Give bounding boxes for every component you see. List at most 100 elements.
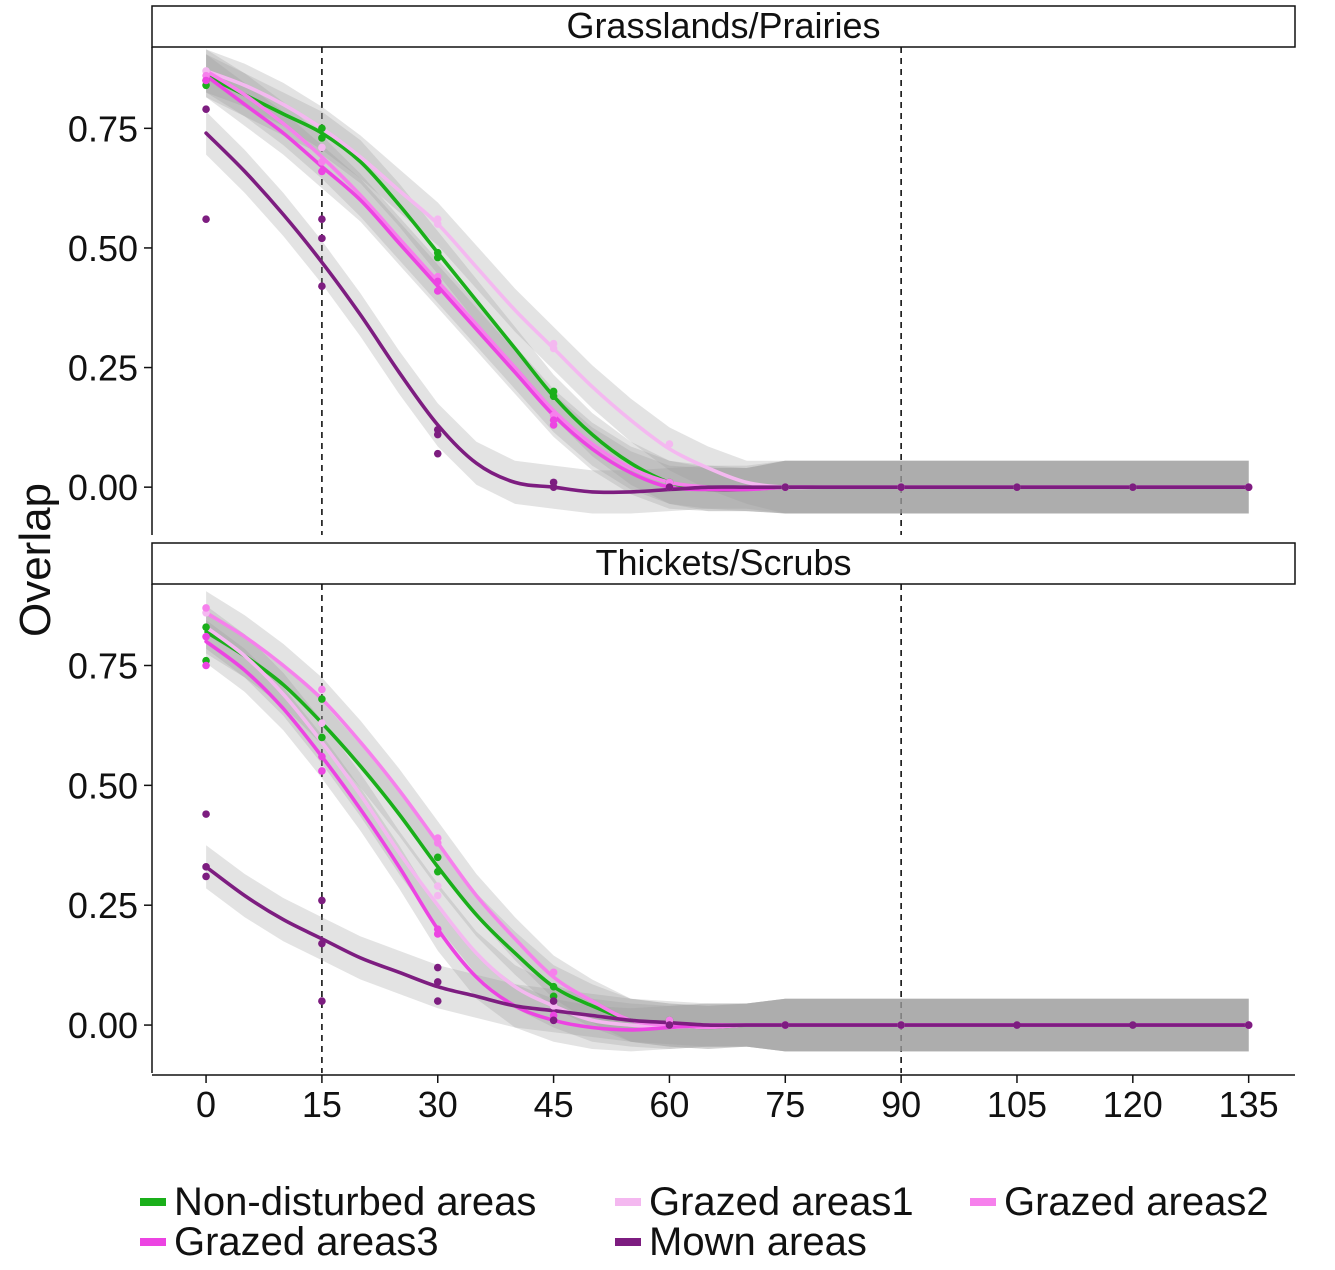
legend-key-mown — [615, 1238, 641, 1246]
data-point — [549, 982, 558, 991]
data-point — [433, 277, 442, 286]
legend-key-grazed-2 — [970, 1198, 996, 1206]
series-line — [204, 69, 1251, 492]
confidence-band — [206, 620, 1249, 1052]
confidence-band — [206, 111, 1249, 514]
data-point — [433, 287, 442, 295]
data-point — [781, 1021, 790, 1029]
data-point — [433, 220, 442, 228]
y-tick-label: 0.25 — [68, 348, 138, 389]
confidence-band — [206, 49, 1249, 514]
data-point — [318, 685, 326, 694]
legend-label: Grazed areas3 — [174, 1220, 439, 1264]
legend-label: Grazed areas1 — [649, 1180, 914, 1224]
legend-item-grazed-1: Grazed areas1 — [615, 1180, 914, 1224]
data-point — [433, 867, 442, 876]
y-tick-label: 0.50 — [68, 765, 138, 806]
data-point — [318, 124, 326, 133]
data-point — [665, 483, 674, 491]
series-line — [204, 131, 1251, 495]
data-point — [202, 76, 210, 85]
data-point — [318, 939, 326, 948]
legend-item-grazed-2: Grazed areas2 — [970, 1180, 1269, 1224]
panel-title: Grasslands/Prairies — [566, 5, 880, 46]
data-point — [202, 661, 210, 670]
data-point — [202, 632, 210, 641]
data-point — [897, 1021, 905, 1029]
x-tick-label: 15 — [302, 1084, 342, 1125]
data-point — [318, 234, 326, 243]
panel-strip — [151, 542, 1296, 585]
data-point — [433, 248, 442, 257]
data-point — [1244, 1021, 1253, 1029]
legend-key-grazed-1 — [615, 1198, 641, 1206]
data-point — [433, 853, 442, 862]
x-tick-label: 30 — [418, 1084, 458, 1125]
data-point — [549, 387, 558, 396]
y-axis-label: Overlap — [11, 483, 60, 637]
data-point — [665, 1021, 674, 1029]
x-tick-label: 0 — [196, 1084, 216, 1125]
x-axis: 0 15 30 45 60 75 90 105 120 135 — [152, 1074, 1295, 1125]
data-point — [202, 604, 210, 612]
panel-1: Thickets/Scrubs 0.00 0.25 0.50 0.75 — [68, 542, 1296, 1073]
data-point — [318, 143, 326, 152]
data-point — [318, 767, 326, 775]
data-point — [433, 997, 442, 1005]
data-point — [318, 215, 326, 224]
legend-label: Non-disturbed areas — [174, 1180, 537, 1224]
data-point — [318, 752, 326, 761]
legend-item-non-disturbed: Non-disturbed areas — [140, 1180, 536, 1224]
data-point — [318, 158, 326, 166]
series-line — [204, 69, 1251, 490]
x-tick-label: 45 — [534, 1084, 574, 1125]
data-point — [549, 344, 558, 353]
chart-panels: Grasslands/Prairies0.000.250.500.75Thick… — [68, 5, 1296, 1073]
data-point — [1013, 483, 1021, 491]
legend-key-non-disturbed — [140, 1198, 166, 1206]
series-line — [204, 865, 1251, 1028]
data-point — [665, 440, 674, 448]
legend-label: Grazed areas2 — [1004, 1180, 1269, 1224]
data-point — [202, 105, 210, 113]
data-point — [202, 872, 210, 881]
panel-strip — [151, 5, 1296, 48]
y-tick-label: 0.75 — [68, 646, 138, 687]
legend-label: Mown areas — [649, 1220, 867, 1264]
panel-title: Thickets/Scrubs — [595, 542, 851, 583]
legend-item-mown: Mown areas — [615, 1220, 867, 1264]
data-point — [549, 968, 558, 977]
x-tick-label: 105 — [987, 1084, 1047, 1125]
panel-0: Grasslands/Prairies 0.00 0.25 0.50 0.75 — [68, 5, 1296, 535]
confidence-band — [206, 591, 1249, 1052]
data-point — [433, 449, 442, 458]
data-point — [318, 997, 326, 1005]
legend-item-grazed-3: Grazed areas3 — [140, 1220, 439, 1264]
confidence-band — [206, 54, 1249, 514]
x-tick-label: 90 — [881, 1084, 921, 1125]
data-point — [549, 1016, 558, 1025]
data-point — [318, 695, 326, 703]
confidence-band — [206, 610, 1249, 1052]
data-point — [1129, 483, 1137, 491]
data-point — [318, 733, 326, 742]
confidence-band — [206, 49, 1249, 514]
data-point — [1013, 1021, 1021, 1029]
x-tick-label: 60 — [649, 1084, 689, 1125]
data-point — [202, 810, 210, 818]
x-tick-label: 135 — [1219, 1084, 1279, 1125]
data-point — [1244, 483, 1253, 491]
y-tick-label: 0.25 — [68, 885, 138, 926]
data-point — [433, 891, 442, 900]
data-point — [549, 416, 558, 424]
data-point — [781, 483, 790, 491]
data-point — [202, 623, 210, 631]
data-point — [318, 134, 326, 142]
data-point — [202, 863, 210, 871]
data-point — [318, 167, 326, 176]
data-point — [318, 282, 326, 291]
legend-key-grazed-3 — [140, 1238, 166, 1246]
data-point — [318, 896, 326, 905]
y-tick-label: 0.00 — [68, 1005, 138, 1046]
